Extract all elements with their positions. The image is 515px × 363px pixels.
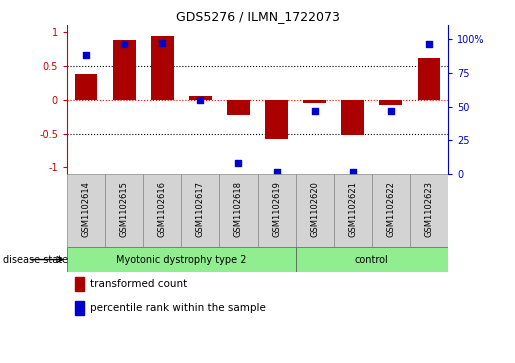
Text: GSM1102614: GSM1102614 xyxy=(81,181,91,237)
Text: GSM1102623: GSM1102623 xyxy=(424,181,434,237)
Bar xyxy=(258,174,296,247)
Bar xyxy=(151,36,174,100)
Point xyxy=(196,97,204,103)
Bar xyxy=(219,174,258,247)
Bar xyxy=(334,174,372,247)
Bar xyxy=(67,174,105,247)
Bar xyxy=(67,247,296,272)
Bar xyxy=(75,301,84,315)
Text: GSM1102616: GSM1102616 xyxy=(158,181,167,237)
Text: GSM1102615: GSM1102615 xyxy=(119,181,129,237)
Bar xyxy=(410,174,448,247)
Bar xyxy=(113,40,135,100)
Bar xyxy=(75,74,97,100)
Point xyxy=(387,108,395,114)
Text: GSM1102617: GSM1102617 xyxy=(196,181,205,237)
Bar xyxy=(372,174,410,247)
Point xyxy=(425,41,433,47)
Bar xyxy=(181,174,219,247)
Text: GSM1102621: GSM1102621 xyxy=(348,181,357,237)
Text: GSM1102622: GSM1102622 xyxy=(386,181,396,237)
Bar xyxy=(189,97,212,100)
Text: control: control xyxy=(355,254,389,265)
Bar xyxy=(296,247,448,272)
Bar xyxy=(227,100,250,115)
Text: GSM1102618: GSM1102618 xyxy=(234,181,243,237)
Point xyxy=(272,169,281,175)
Bar xyxy=(296,174,334,247)
Text: Myotonic dystrophy type 2: Myotonic dystrophy type 2 xyxy=(116,254,247,265)
Bar xyxy=(341,100,364,135)
Text: GSM1102619: GSM1102619 xyxy=(272,181,281,237)
Bar xyxy=(143,174,181,247)
Bar xyxy=(75,277,84,291)
Bar xyxy=(380,100,402,105)
Bar xyxy=(105,174,143,247)
Bar xyxy=(418,58,440,100)
Point xyxy=(158,40,166,46)
Text: disease state: disease state xyxy=(3,254,67,265)
Bar xyxy=(303,100,326,103)
Text: percentile rank within the sample: percentile rank within the sample xyxy=(90,303,266,313)
Bar xyxy=(265,100,288,139)
Title: GDS5276 / ILMN_1722073: GDS5276 / ILMN_1722073 xyxy=(176,10,339,23)
Point xyxy=(82,52,90,58)
Point xyxy=(120,41,128,47)
Point xyxy=(311,108,319,114)
Point xyxy=(349,169,357,175)
Text: GSM1102620: GSM1102620 xyxy=(310,181,319,237)
Point xyxy=(234,160,243,166)
Text: transformed count: transformed count xyxy=(90,279,187,289)
